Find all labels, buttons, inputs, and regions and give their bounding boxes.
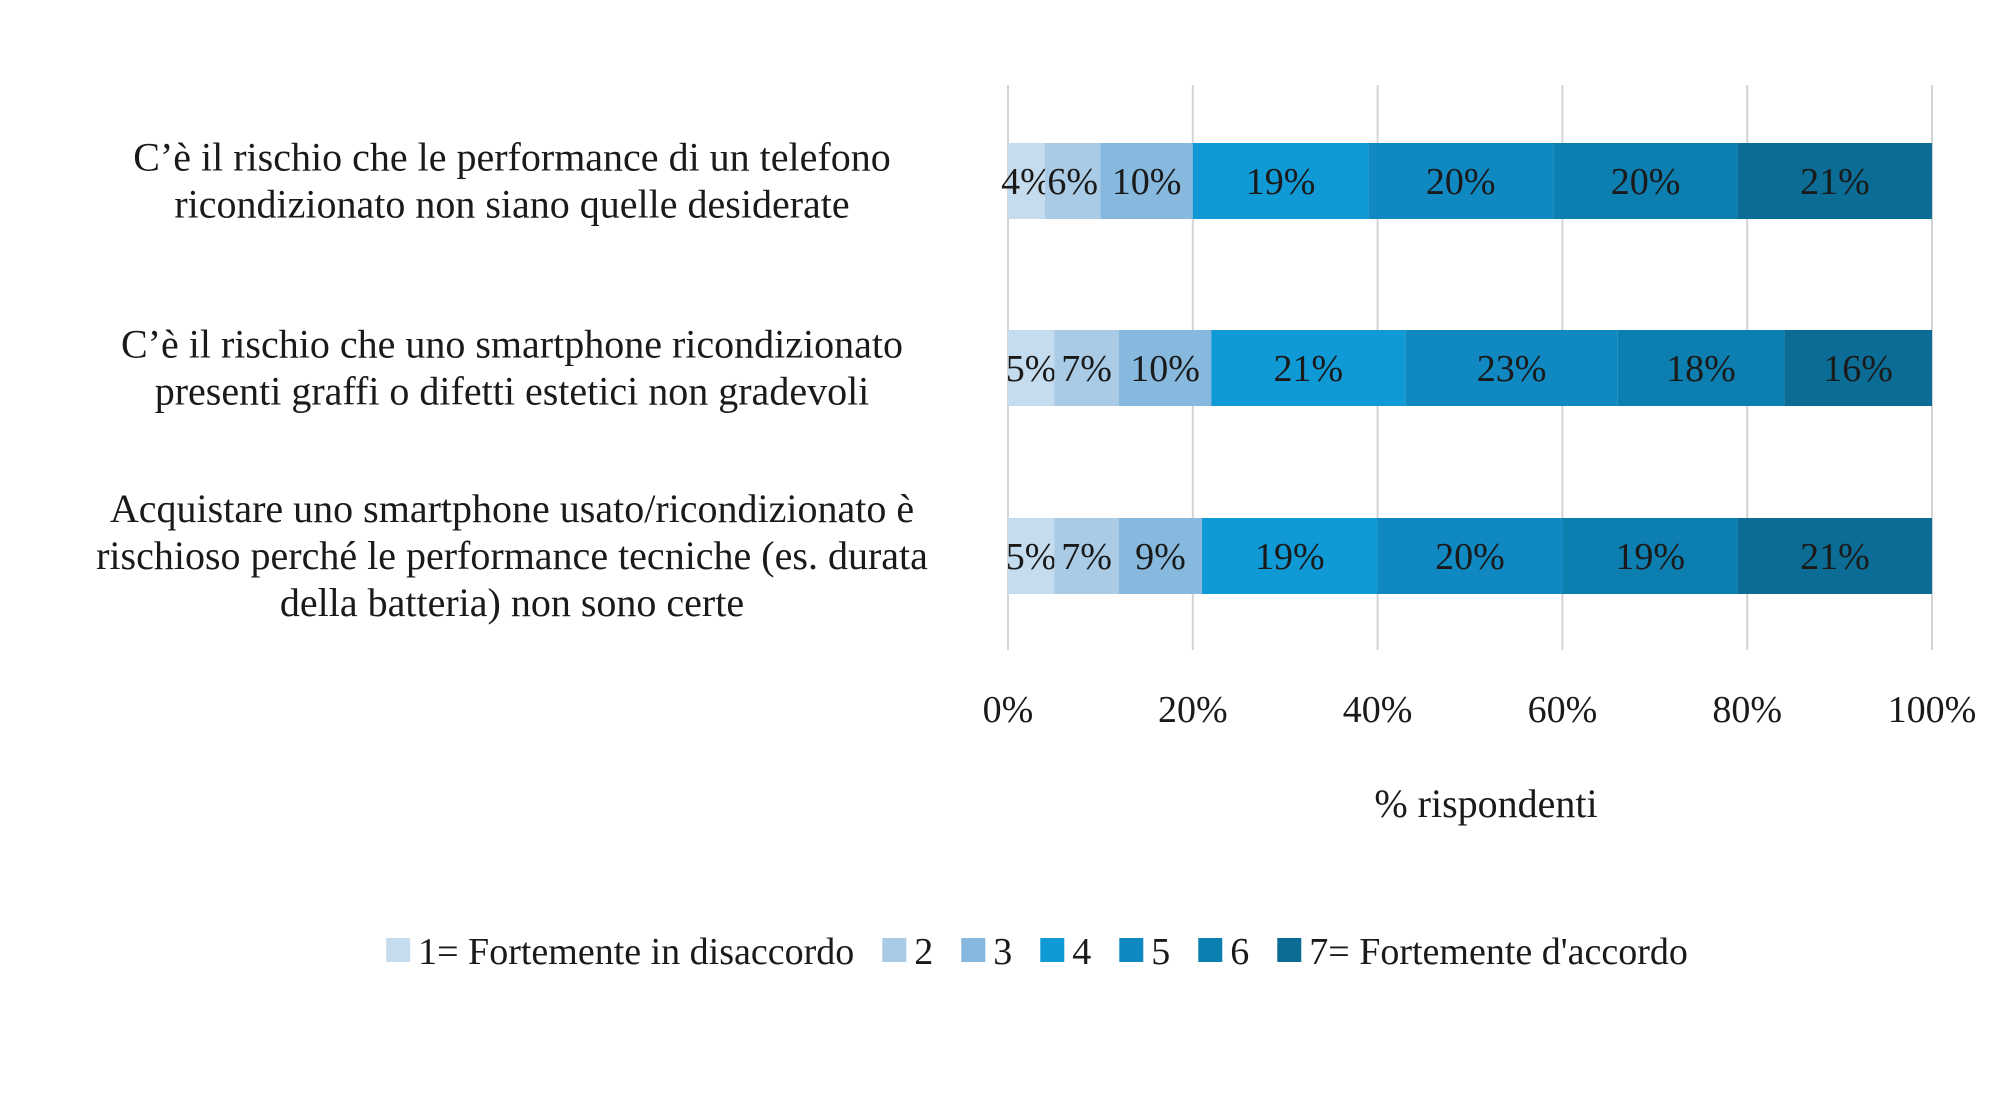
bar-segment — [1737, 518, 1932, 594]
legend-label: 2 — [914, 931, 933, 973]
x-tick-label: 100% — [1888, 689, 1977, 731]
data-label: 21% — [1800, 161, 1870, 203]
category-labels: C’è il rischio che le performance di un … — [96, 135, 928, 626]
bar-segment — [1368, 143, 1554, 219]
bar-segment — [1054, 518, 1119, 594]
bar-segment — [1054, 330, 1119, 406]
data-label: 23% — [1477, 348, 1547, 390]
data-label: 4% — [1001, 161, 1052, 203]
category-label: ricondizionato non siano quelle desidera… — [174, 182, 849, 227]
data-label: 7% — [1061, 536, 1112, 578]
bar-segment — [1118, 518, 1203, 594]
x-axis-title: % rispondenti — [1374, 781, 1597, 826]
bar-segment — [1008, 330, 1055, 406]
x-tick-label: 20% — [1158, 689, 1228, 731]
legend-label: 4 — [1072, 931, 1091, 973]
category-label: C’è il rischio che le performance di un … — [133, 135, 890, 180]
bar-segment — [1192, 143, 1369, 219]
category-label: C’è il rischio che uno smartphone ricond… — [121, 322, 903, 367]
bar-segment — [1044, 143, 1101, 219]
category-label: Acquistare uno smartphone usato/ricondiz… — [110, 486, 914, 531]
legend-swatch — [961, 938, 986, 962]
data-label: 20% — [1611, 161, 1681, 203]
data-label: 10% — [1112, 161, 1182, 203]
legend-label: 5 — [1151, 931, 1170, 973]
data-label: 21% — [1273, 348, 1343, 390]
bar-segment — [1008, 518, 1055, 594]
bar-segment — [1784, 330, 1932, 406]
legend-swatch — [386, 938, 411, 962]
x-tick-label: 60% — [1528, 689, 1598, 731]
legend-item: 5 — [1119, 931, 1170, 973]
data-label: 9% — [1135, 536, 1186, 578]
legend-label: 1= Fortemente in disaccordo — [418, 931, 854, 973]
data-label: 20% — [1435, 536, 1505, 578]
bar-segment — [1405, 330, 1618, 406]
legend-label: 7= Fortemente d'accordo — [1309, 931, 1688, 973]
legend-swatch — [1119, 938, 1144, 962]
data-label: 5% — [1006, 536, 1057, 578]
data-label: 6% — [1047, 161, 1098, 203]
bar-segment — [1377, 518, 1563, 594]
x-tick-label: 80% — [1712, 689, 1782, 731]
legend: 1= Fortemente in disaccordo 2 3 4 5 6 7= Forte… — [386, 931, 1688, 973]
data-label: 10% — [1130, 348, 1200, 390]
legend-item: 4 — [1040, 931, 1091, 973]
legend-swatch — [882, 938, 907, 962]
legend-item: 2 — [882, 931, 933, 973]
data-label: 19% — [1255, 536, 1325, 578]
data-label: 19% — [1615, 536, 1685, 578]
category-label: della batteria) non sono certe — [280, 580, 744, 625]
legend-swatch — [1040, 938, 1065, 962]
legend-label: 3 — [993, 931, 1012, 973]
bar-segment — [1562, 518, 1738, 594]
legend-item: 1= Fortemente in disaccordo — [386, 931, 854, 973]
bar-segment — [1118, 330, 1212, 406]
x-tick-label: 0% — [983, 689, 1034, 731]
data-label: 18% — [1666, 348, 1736, 390]
data-label: 7% — [1061, 348, 1112, 390]
legend-swatch — [1277, 938, 1302, 962]
bar-segment — [1008, 143, 1045, 219]
bar-segment — [1100, 143, 1193, 219]
bar-segment — [1211, 330, 1406, 406]
data-label: 5% — [1006, 348, 1057, 390]
bar-segment — [1202, 518, 1378, 594]
legend-item: 7= Fortemente d'accordo — [1277, 931, 1688, 973]
legend-item: 3 — [961, 931, 1012, 973]
data-label: 20% — [1426, 161, 1496, 203]
bar-segment — [1553, 143, 1738, 219]
bars: 4%6% 10% 19% 20% 20% 21%5% 7% 10% 21% 23% 18% 16%5%… — [1001, 143, 1932, 594]
x-axis-ticks: 0% 20% 40% 60% 80% 100% — [983, 689, 1977, 731]
legend-swatch — [1198, 938, 1223, 962]
data-label: 21% — [1800, 536, 1870, 578]
legend-label: 6 — [1230, 931, 1249, 973]
legend-item: 6 — [1198, 931, 1249, 973]
category-label: rischioso perché le performance tecniche… — [96, 533, 928, 578]
bar-segment — [1617, 330, 1785, 406]
bar-segment — [1737, 143, 1932, 219]
data-label: 19% — [1246, 161, 1316, 203]
data-label: 16% — [1823, 348, 1893, 390]
category-label: presenti graffi o difetti estetici non g… — [155, 369, 870, 414]
x-tick-label: 40% — [1343, 689, 1413, 731]
